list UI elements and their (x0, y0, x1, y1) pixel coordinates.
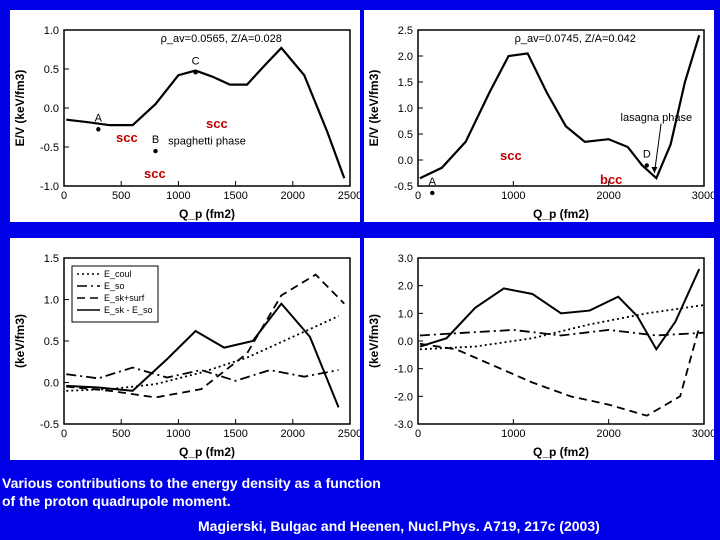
svg-text:ρ_av=0.0565, Z/A=0.028: ρ_av=0.0565, Z/A=0.028 (161, 33, 282, 45)
svg-text:A: A (95, 112, 103, 124)
svg-text:-0.5: -0.5 (40, 419, 59, 431)
svg-text:1000: 1000 (166, 190, 190, 202)
svg-text:500: 500 (112, 190, 130, 202)
svg-text:E/V (keV/fm3): E/V (keV/fm3) (13, 70, 27, 147)
phase-annotation: scc (116, 130, 138, 145)
svg-text:1500: 1500 (223, 190, 247, 202)
svg-text:E/V (keV/fm3): E/V (keV/fm3) (367, 70, 381, 147)
phase-annotation: scc (144, 166, 166, 181)
svg-text:ρ_av=0.0745, Z/A=0.042: ρ_av=0.0745, Z/A=0.042 (515, 33, 636, 45)
svg-text:E_sk+surf: E_sk+surf (104, 293, 145, 303)
chart-panel-4: 0 1000 2000 3000 -3.0 -2.0 -1.0 0.0 1.0 2.0 3.0 Q_p… (364, 238, 714, 460)
svg-text:D: D (643, 148, 651, 160)
svg-text:1000: 1000 (501, 190, 525, 202)
svg-text:3.0: 3.0 (398, 253, 413, 265)
svg-text:0.0: 0.0 (44, 378, 59, 390)
svg-text:0: 0 (61, 428, 67, 440)
svg-text:(keV/fm3): (keV/fm3) (367, 314, 381, 368)
svg-text:1.0: 1.0 (398, 308, 413, 320)
caption-line-1: Various contributions to the energy dens… (2, 474, 381, 492)
phase-annotation: bcc (600, 172, 622, 187)
svg-text:1.0: 1.0 (398, 103, 413, 115)
phase-annotation: scc (206, 116, 228, 131)
svg-text:2.5: 2.5 (398, 25, 413, 37)
svg-text:0: 0 (61, 190, 67, 202)
svg-text:-0.5: -0.5 (394, 181, 413, 193)
svg-text:Q_p (fm2): Q_p (fm2) (179, 445, 235, 459)
svg-text:-1.0: -1.0 (394, 364, 413, 376)
svg-text:1500: 1500 (223, 428, 247, 440)
chart-panel-2: 0 1000 2000 3000 -0.5 0.0 0.5 1.0 1.5 2.0 2.5 Q_p (… (364, 10, 714, 222)
svg-text:1.5: 1.5 (398, 77, 413, 89)
svg-text:B: B (152, 134, 159, 146)
svg-text:3000: 3000 (692, 428, 714, 440)
caption-line-2: of the proton quadrupole moment. (2, 492, 381, 510)
svg-text:Q_p (fm2): Q_p (fm2) (533, 207, 589, 221)
svg-text:1.5: 1.5 (44, 253, 59, 265)
svg-text:Q_p (fm2): Q_p (fm2) (533, 445, 589, 459)
svg-text:0.5: 0.5 (44, 336, 59, 348)
svg-text:0: 0 (415, 190, 421, 202)
svg-text:-0.5: -0.5 (40, 142, 59, 154)
svg-text:2000: 2000 (281, 190, 305, 202)
svg-text:0: 0 (415, 428, 421, 440)
svg-text:A: A (429, 176, 437, 188)
svg-text:0.5: 0.5 (398, 129, 413, 141)
svg-text:E_so: E_so (104, 281, 125, 291)
svg-text:spaghetti phase: spaghetti phase (168, 136, 246, 148)
svg-text:1.0: 1.0 (44, 25, 59, 37)
citation: Magierski, Bulgac and Heenen, Nucl.Phys.… (198, 518, 600, 534)
svg-text:0.0: 0.0 (398, 155, 413, 167)
svg-text:2500: 2500 (338, 428, 360, 440)
svg-text:-2.0: -2.0 (394, 391, 413, 403)
svg-text:1000: 1000 (166, 428, 190, 440)
svg-text:0.0: 0.0 (398, 336, 413, 348)
svg-text:(keV/fm3): (keV/fm3) (13, 314, 27, 368)
svg-text:3000: 3000 (692, 190, 714, 202)
svg-text:2.0: 2.0 (398, 281, 413, 293)
chart-panel-3: 0 500 1000 1500 2000 2500 -0.5 0.0 0.5 1.0 1.5 Q_p … (10, 238, 360, 460)
svg-text:C: C (192, 55, 200, 67)
svg-text:0.5: 0.5 (44, 64, 59, 76)
figure-caption: Various contributions to the energy dens… (0, 474, 381, 510)
svg-text:2.0: 2.0 (398, 51, 413, 63)
svg-text:2500: 2500 (338, 190, 360, 202)
svg-text:E_sk - E_so: E_sk - E_so (104, 305, 153, 315)
phase-annotation: scc (500, 148, 522, 163)
svg-text:1000: 1000 (501, 428, 525, 440)
svg-text:-3.0: -3.0 (394, 419, 413, 431)
svg-text:E_coul: E_coul (104, 269, 132, 279)
svg-text:Q_p (fm2): Q_p (fm2) (179, 207, 235, 221)
svg-text:0.0: 0.0 (44, 103, 59, 115)
chart-panel-1: 0 500 1000 1500 2000 2500 -1.0 -0.5 0.0 0.5 1.0 Q_p… (10, 10, 360, 222)
svg-text:2000: 2000 (281, 428, 305, 440)
svg-text:500: 500 (112, 428, 130, 440)
svg-text:-1.0: -1.0 (40, 181, 59, 193)
svg-text:1.0: 1.0 (44, 295, 59, 307)
svg-text:lasagna phase: lasagna phase (621, 112, 693, 124)
svg-text:2000: 2000 (596, 428, 620, 440)
svg-text:2000: 2000 (596, 190, 620, 202)
